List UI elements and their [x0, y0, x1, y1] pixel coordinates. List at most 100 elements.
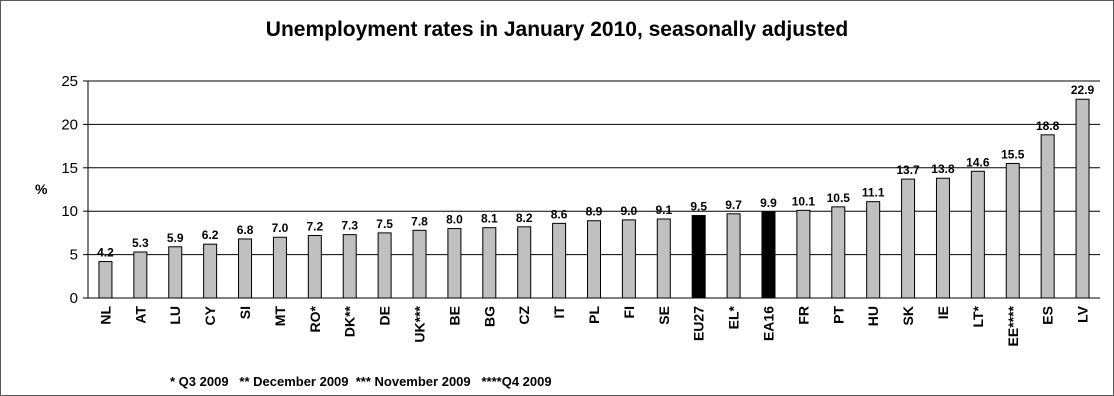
category-label: IE — [935, 306, 951, 319]
bar-nl — [98, 261, 113, 299]
category-label: FR — [795, 306, 811, 325]
value-label: 9.0 — [621, 204, 638, 218]
bar-eu27 — [691, 215, 706, 299]
category-label: SI — [237, 306, 253, 319]
value-label: 13.7 — [896, 163, 920, 177]
bar-de — [377, 232, 392, 299]
category-label: DK** — [342, 305, 358, 337]
value-label: 7.2 — [306, 220, 323, 234]
value-label: 10.1 — [792, 194, 816, 208]
bar-ro — [307, 235, 322, 299]
category-label: PL — [586, 306, 602, 324]
category-label: EA16 — [760, 306, 776, 341]
category-label: EU27 — [691, 306, 707, 341]
category-label: SE — [656, 306, 672, 325]
y-tick-label: 15 — [61, 160, 78, 177]
bar-fr — [796, 209, 811, 299]
gridlines — [88, 80, 1100, 256]
value-label: 11.1 — [862, 186, 885, 200]
category-label: FI — [621, 306, 637, 318]
category-label: HU — [865, 306, 881, 326]
value-labels: 4.2 5.3 5.9 6.2 6.8 7.0 7.2 7.3 7.5 7.8 8.0 8.1 8.2 8… — [97, 83, 1094, 259]
category-label: EE**** — [1005, 305, 1021, 346]
y-tick-label: 25 — [61, 73, 78, 90]
value-label: 4.2 — [97, 246, 114, 260]
value-label: 9.1 — [655, 203, 672, 217]
bar-be — [447, 228, 462, 299]
bar-uk — [412, 229, 427, 299]
category-label: BG — [481, 306, 497, 327]
value-label: 7.3 — [341, 219, 358, 233]
value-label: 22.9 — [1071, 83, 1095, 97]
category-label: BE — [446, 306, 462, 325]
value-label: 8.6 — [551, 207, 568, 221]
value-label: 7.5 — [376, 217, 393, 231]
bar-hu — [866, 201, 881, 299]
value-label: 6.2 — [202, 228, 219, 242]
category-label: ES — [1040, 306, 1056, 325]
value-label: 8.9 — [586, 205, 603, 219]
value-label: 9.5 — [690, 200, 707, 214]
bar-fi — [621, 219, 636, 299]
category-label: PT — [830, 306, 846, 324]
bar-cz — [517, 226, 532, 299]
category-label: RO* — [307, 305, 323, 332]
y-tick-label: 20 — [61, 116, 78, 133]
chart-title: Unemployment rates in January 2010, seas… — [265, 18, 849, 41]
category-label: CY — [202, 305, 218, 325]
bar-pl — [587, 220, 601, 299]
bar-mt — [272, 236, 287, 299]
y-tick-label: 10 — [61, 203, 78, 220]
category-label: AT — [132, 306, 148, 324]
bar-ee — [1005, 162, 1020, 299]
category-label: CZ — [516, 306, 532, 325]
bar-at — [133, 251, 148, 299]
bar-lt — [970, 170, 985, 299]
y-tick-label: 5 — [70, 247, 78, 264]
bar-sk — [901, 178, 916, 299]
bar-el — [726, 213, 741, 299]
category-label: LU — [167, 306, 183, 325]
value-label: 18.8 — [1036, 119, 1060, 133]
category-label: IT — [551, 306, 567, 319]
bar-ea16 — [761, 211, 776, 299]
category-labels: NL AT LU CY SI MT RO* DK** DE UK*** BE BG CZ IT PL FI SE… — [97, 305, 1090, 346]
category-label: LT* — [970, 305, 986, 327]
value-label: 8.1 — [481, 212, 498, 226]
value-label: 15.5 — [1001, 147, 1025, 161]
bar-pt — [831, 206, 846, 299]
category-label: EL* — [726, 305, 742, 329]
bar-bg — [482, 227, 497, 299]
footnote: * Q3 2009 ** December 2009 *** November … — [170, 374, 552, 389]
value-label: 14.6 — [966, 155, 990, 169]
bar-se — [656, 218, 671, 299]
value-label: 10.5 — [827, 191, 851, 205]
bar-lu — [168, 246, 183, 299]
category-label: MT — [272, 306, 288, 327]
bar-si — [238, 238, 253, 299]
category-label: NL — [97, 306, 113, 325]
bar-dk — [342, 234, 357, 299]
value-label: 13.8 — [931, 162, 955, 176]
category-label: LV — [1075, 305, 1091, 323]
value-label: 7.8 — [411, 214, 428, 228]
value-label: 9.9 — [760, 196, 777, 210]
bar-ie — [935, 177, 950, 299]
value-label: 6.8 — [237, 223, 254, 237]
y-axis-unit-label: % — [35, 181, 48, 197]
bar-cy — [203, 243, 218, 299]
value-label: 5.9 — [167, 231, 184, 245]
category-label: SK — [900, 306, 916, 325]
bars — [98, 98, 1090, 299]
value-label: 5.3 — [132, 236, 149, 250]
bar-es — [1040, 134, 1055, 299]
bar-it — [552, 222, 567, 299]
value-label: 7.0 — [272, 221, 289, 235]
y-tick-label: 0 — [70, 290, 78, 307]
category-label: UK*** — [412, 305, 428, 342]
bar-lv — [1075, 98, 1090, 299]
value-label: 9.7 — [725, 198, 742, 212]
value-label: 8.0 — [446, 213, 463, 227]
